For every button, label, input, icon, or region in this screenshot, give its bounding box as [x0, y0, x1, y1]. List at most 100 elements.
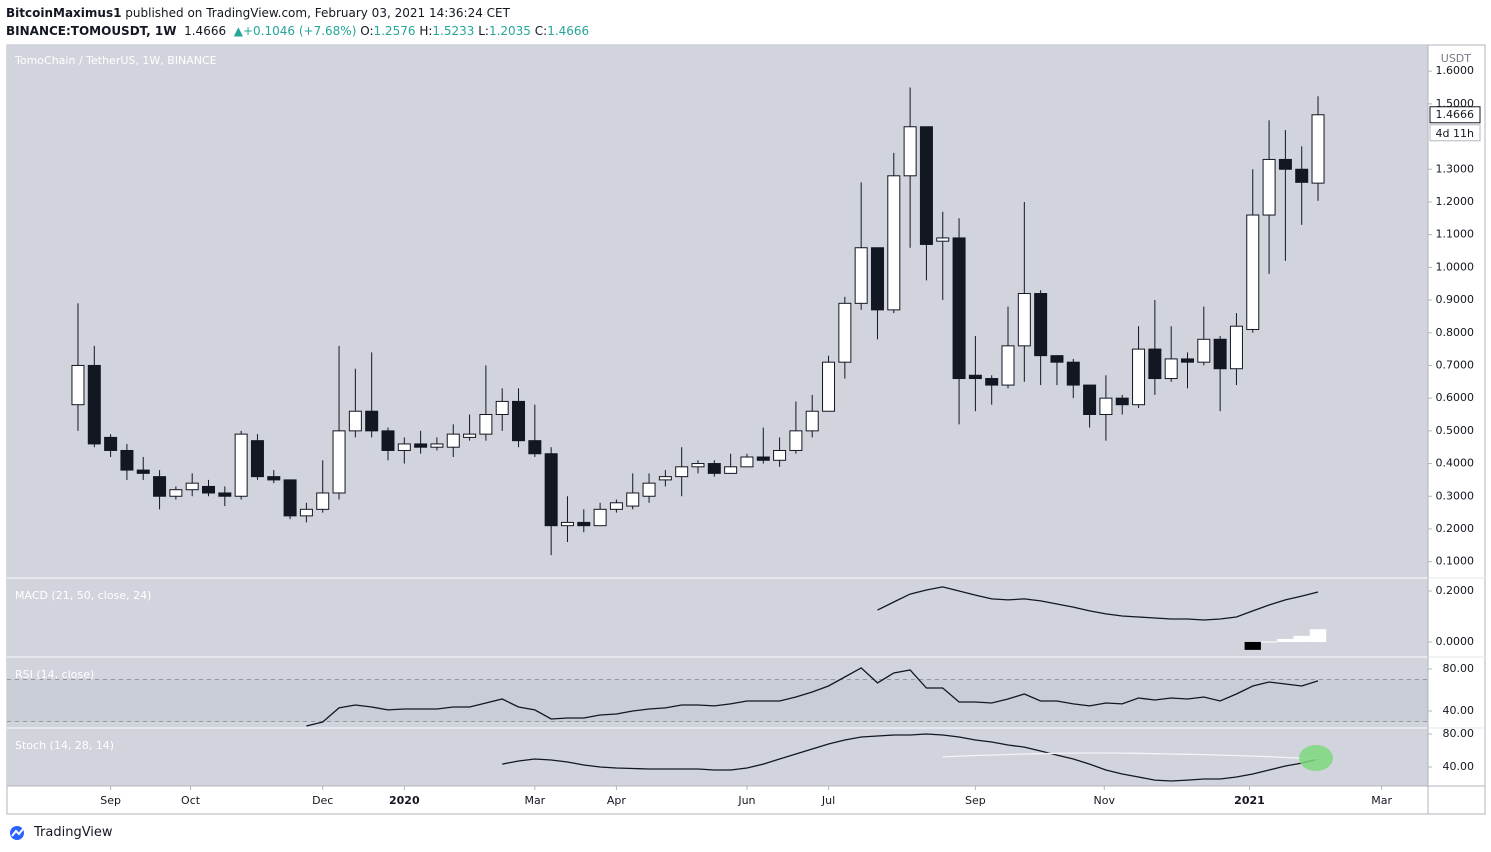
candle-body [560, 521, 574, 527]
candle-body [789, 430, 803, 451]
indicator-line [942, 752, 1319, 760]
ohlc: O:1.2576 H:1.5233 L:1.2035 C:1.4666 [360, 24, 589, 38]
publish-line: BitcoinMaximus1 published on TradingView… [6, 4, 589, 22]
candle-body [854, 247, 868, 304]
candle-body [1180, 358, 1194, 363]
candle-body [658, 476, 672, 481]
candle-body [87, 364, 101, 445]
y-tick-label: 1.0000 [1436, 260, 1475, 273]
indicator-line [502, 733, 1319, 782]
highlight-ellipse [1299, 745, 1333, 771]
change: ▲+0.1046 (+7.68%) [233, 24, 357, 38]
candle-body [724, 466, 738, 474]
candle-body [740, 456, 754, 468]
candle-body [120, 449, 134, 471]
plot-background [7, 45, 1428, 786]
last-price: 1.4666 [184, 24, 227, 38]
candle-body [218, 492, 232, 497]
candle-body [381, 430, 395, 451]
pane-title: RSI (14, close) [15, 668, 94, 681]
pane-title: MACD (21, 50, close, 24) [15, 589, 151, 602]
candle-body [952, 237, 966, 380]
candle-body [1083, 384, 1097, 416]
candle-body [985, 378, 999, 386]
candle-body [1311, 114, 1325, 184]
candle-body [365, 410, 379, 432]
candle-body [1262, 158, 1276, 216]
header: BitcoinMaximus1 published on TradingView… [6, 4, 589, 40]
candle-body [1213, 338, 1227, 370]
candle-body [1197, 338, 1211, 363]
x-tick-label: 2021 [1234, 794, 1265, 807]
x-tick-label: Jul [821, 794, 835, 807]
candle-body [316, 492, 330, 510]
candle-body [136, 469, 150, 474]
ohlc-label: O: [360, 24, 374, 38]
y-tick-label: 1.6000 [1436, 64, 1475, 77]
y-tick-label: 1.2000 [1436, 195, 1475, 208]
y-tick-label: 0.6000 [1436, 391, 1475, 404]
histogram-bar [1309, 629, 1327, 642]
candle-body [414, 443, 428, 448]
candle-body [463, 433, 477, 438]
candle-body [870, 247, 884, 311]
ohlc-value: 1.2035 [488, 24, 531, 38]
candle-body [1132, 348, 1146, 406]
y-tick-label: 0.8000 [1436, 326, 1475, 339]
candle-body [185, 482, 199, 491]
currency-label: USDT [1441, 52, 1472, 65]
ohlc-label: L: [478, 24, 489, 38]
author: BitcoinMaximus1 [6, 6, 122, 20]
candle-body [1050, 355, 1064, 363]
histogram-bar [1293, 635, 1310, 642]
candle-body [169, 489, 183, 497]
y-tick-label: 0.0000 [1436, 635, 1475, 648]
x-tick-label: Mar [1371, 794, 1392, 807]
candle-body [1278, 158, 1292, 170]
candle-body [71, 364, 85, 406]
candle-body [348, 410, 362, 432]
candle-body [202, 485, 216, 494]
x-tick-label: Sep [965, 794, 986, 807]
y-tick-label: 40.00 [1443, 704, 1475, 717]
candle-body [903, 126, 917, 177]
candle-body [544, 453, 558, 527]
y-tick-label: 0.2000 [1436, 522, 1475, 535]
candle-body [968, 374, 982, 380]
y-tick-label: 0.5000 [1436, 424, 1475, 437]
candle-body [332, 430, 346, 494]
candle-body [707, 463, 721, 474]
candle-body [1295, 168, 1309, 183]
candle-body [234, 433, 248, 497]
last-price-label: 1.4666 [1436, 108, 1475, 121]
candle-body [1246, 214, 1260, 330]
histogram-bar [1244, 641, 1261, 650]
candle-body [593, 508, 607, 527]
countdown: 4d 11h [1436, 127, 1474, 140]
x-tick-label: 2020 [389, 794, 420, 807]
x-tick-label: Apr [607, 794, 627, 807]
candle-body [691, 463, 705, 468]
candle-body [397, 443, 411, 451]
pane [877, 586, 1327, 650]
candle-body [1017, 293, 1031, 347]
ohlc-value: 1.4666 [547, 24, 590, 38]
x-tick-label: Oct [181, 794, 201, 807]
x-tick-label: Sep [100, 794, 121, 807]
indicator-line [306, 667, 1319, 727]
ohlc-value: 1.2576 [373, 24, 416, 38]
y-tick-label: 0.7000 [1436, 358, 1475, 371]
candle-body [528, 440, 542, 455]
candle-body [756, 456, 770, 461]
candle-body [430, 443, 444, 448]
y-tick-label: 1.3000 [1436, 162, 1475, 175]
candle-body [283, 479, 297, 517]
y-tick-label: 80.00 [1443, 727, 1475, 740]
y-tick-label: 0.4000 [1436, 457, 1475, 470]
candle-body [577, 521, 591, 527]
candle-body [919, 126, 933, 245]
y-tick-label: 0.3000 [1436, 489, 1475, 502]
candle-body [626, 492, 640, 507]
candle-body [1148, 348, 1162, 380]
